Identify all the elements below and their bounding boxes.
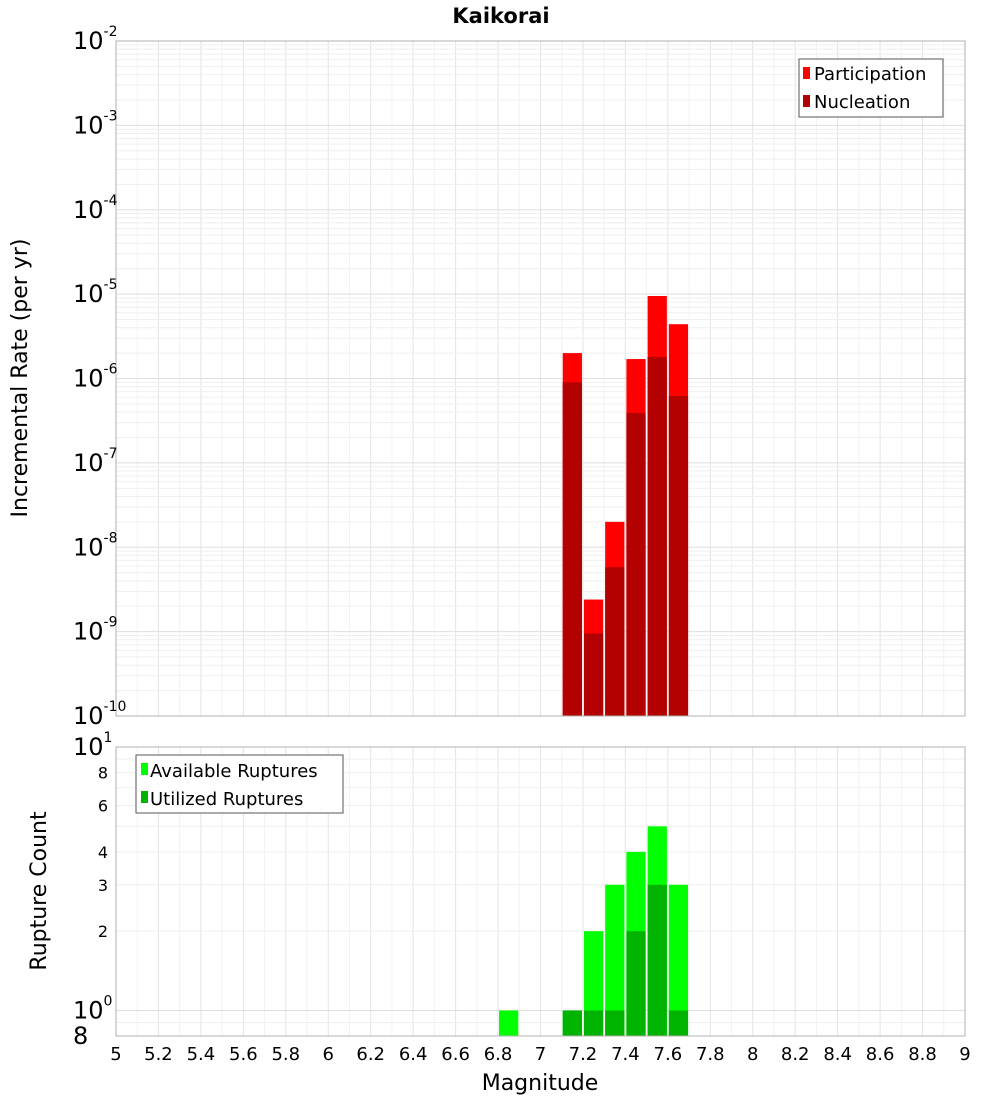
x-tick-label: 5.6	[229, 1044, 258, 1065]
rate-plot-frame	[115, 40, 966, 717]
bottom-legend: Available Ruptures Utilized Ruptures	[135, 754, 344, 814]
x-tick-label: 5.8	[271, 1044, 300, 1065]
grid-lines	[115, 40, 966, 717]
x-tick-label: 6	[323, 1044, 334, 1065]
bar-available-ruptures-7.25	[583, 931, 604, 1036]
participation-legend-swatch	[803, 67, 810, 79]
x-tick-label: 6.4	[399, 1044, 428, 1065]
x-tick-label: 6.8	[484, 1044, 513, 1065]
y-tick-label: 3	[98, 876, 108, 895]
bar-utilized-ruptures-7.25	[583, 1010, 604, 1036]
bar-utilized-ruptures-7.15	[562, 1010, 582, 1036]
x-tick-label: 7.8	[696, 1044, 725, 1065]
participation-legend-label: Participation	[814, 64, 926, 85]
series-nucleation	[562, 356, 689, 716]
y-tick-label: 10-7	[73, 446, 118, 477]
y-tick-label: 4	[98, 843, 108, 862]
x-tick-label: 8.6	[866, 1044, 895, 1065]
x-tick-label: 8	[747, 1044, 758, 1065]
x-tick-label: 7	[535, 1044, 546, 1065]
available-ruptures-legend-swatch	[141, 763, 148, 775]
utilized-ruptures-legend-label: Utilized Ruptures	[150, 789, 303, 810]
y-tick-label: 10-6	[73, 362, 118, 393]
top-legend: Participation Nucleation	[798, 58, 944, 118]
bar-nucleation-7.15	[562, 382, 582, 716]
utilized-ruptures-legend-swatch	[141, 791, 148, 803]
x-tick-label: 7.4	[611, 1044, 640, 1065]
bar-utilized-ruptures-7.45	[626, 931, 646, 1036]
x-tick-label: 5.4	[187, 1044, 216, 1065]
bar-nucleation-7.65	[668, 396, 689, 716]
y-tick-label: 10-10	[73, 699, 126, 730]
bar-nucleation-7.45	[626, 413, 646, 716]
nucleation-legend-swatch	[803, 95, 810, 107]
x-tick-label: 6.2	[356, 1044, 385, 1065]
x-tick-label: 6.6	[441, 1044, 470, 1065]
count-plot-frame	[115, 746, 966, 1037]
y-tick-label: 8	[98, 764, 108, 783]
x-tick-label: 5.2	[144, 1044, 173, 1065]
x-axis-title: Magnitude	[482, 1071, 599, 1096]
bar-available-ruptures-6.85	[499, 1010, 519, 1036]
y-tick-label: 10-3	[73, 108, 118, 139]
x-tick-label: 7.6	[654, 1044, 683, 1065]
y-tick-label: 2	[98, 922, 108, 941]
x-tick-label: 7.2	[569, 1044, 598, 1065]
y-tick-label: 10-9	[73, 615, 118, 646]
bar-available-ruptures-7.65	[668, 884, 689, 1036]
y-tick-label: 10-2	[73, 24, 118, 55]
x-tick-label: 8.2	[781, 1044, 810, 1065]
bar-nucleation-7.55	[647, 356, 667, 716]
y-tick-label: 10-5	[73, 277, 118, 308]
bar-utilized-ruptures-7.55	[647, 884, 667, 1036]
y-tick-label: 101	[73, 730, 112, 761]
x-tick-label: 9	[959, 1044, 970, 1065]
x-tick-label: 8.4	[823, 1044, 852, 1065]
y-tick-label: 10-8	[73, 530, 118, 561]
y-tick-label: 8	[73, 1022, 88, 1050]
bar-available-ruptures-7.35	[605, 884, 625, 1036]
y-tick-label: 6	[98, 796, 108, 815]
chart-title: Kaikorai	[452, 4, 549, 28]
bar-utilized-ruptures-7.35	[605, 1010, 625, 1036]
y-tick-label: 100	[73, 993, 112, 1024]
x-axis-ticks: 5 5.2 5.4 5.6 5.8 6 6.2 6.4 6.6 6.8 7 7.2 7.4 7.6 7.8 8…	[110, 1044, 970, 1065]
available-ruptures-legend-label: Available Ruptures	[150, 761, 318, 782]
nucleation-legend-label: Nucleation	[814, 92, 910, 113]
bar-nucleation-7.25	[583, 633, 604, 716]
bottom-y-axis-title: Rupture Count	[27, 811, 52, 971]
top-y-axis-title: Incremental Rate (per yr)	[8, 239, 33, 518]
y-tick-label: 10-4	[73, 193, 118, 224]
x-tick-label: 8.8	[908, 1044, 937, 1065]
bar-utilized-ruptures-7.65	[668, 1010, 689, 1036]
rate-plot: 10-2 10-3 10-4 10-5 10-6 10-7 10-8 10-9 10-10	[73, 24, 966, 730]
x-tick-label: 5	[110, 1044, 121, 1065]
series-utilized-ruptures	[562, 884, 689, 1036]
bar-nucleation-7.35	[605, 567, 625, 716]
